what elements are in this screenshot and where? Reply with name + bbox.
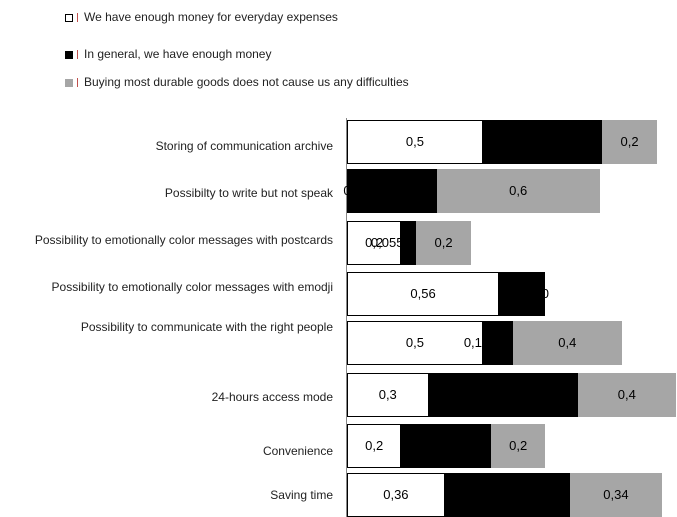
bar-segment [347,424,402,468]
category-label: Possibility to communicate with the righ… [80,319,333,334]
data-label: 0,33 [379,183,405,198]
data-label: 0,2 [434,235,453,250]
legend-label: We have enough money for everyday expens… [84,10,338,24]
bar-segment [347,373,429,417]
data-label: 0,2 [365,235,384,250]
bar-segment [436,169,600,213]
category-label: Convenience [262,443,333,458]
category-label: Possibility to emotionally color message… [51,279,333,294]
legend-swatch [65,51,73,59]
data-label: 0,55 [490,387,516,402]
bar-segment [416,221,471,265]
bar-segment [482,120,603,164]
legend-label: Buying most durable goods does not cause… [84,75,409,89]
category-label: Possibility to emotionally color message… [34,232,333,247]
bar-segment [490,424,546,468]
bar-segment [347,169,437,213]
data-label: 0 [541,286,549,301]
bar-segment [347,321,483,365]
bar-segment [602,120,657,164]
bar-segment [513,321,622,365]
data-label: 0,5 [405,134,424,149]
bar-segment [347,120,483,164]
data-label: 0,36 [383,487,409,502]
legend-separator [77,13,78,22]
data-label: 0,3 [378,387,397,402]
bar-segment [401,424,491,468]
bar-segment [401,221,417,265]
data-label: 0,6 [509,183,528,198]
data-label: 0,2 [365,438,384,453]
data-label: 0,34 [603,487,629,502]
data-label: 0,4 [617,387,636,402]
bar-segment [444,473,570,517]
data-label: 0,4 [558,335,577,350]
data-label: 0,56 [410,286,436,301]
bar-segment [347,272,500,316]
legend-separator [77,78,78,87]
legend-separator [77,50,78,59]
bar-segment [347,473,445,517]
data-label: 0,17 [509,286,535,301]
bar-segment [577,373,676,417]
bar-segment [347,221,402,265]
bar-segment [569,473,663,517]
data-label: 0,44 [529,134,556,149]
data-label: 0,2 [509,438,528,453]
bar-segment [482,321,513,365]
legend-label: In general, we have enough money [84,47,272,61]
category-label: Storing of communication archive [155,138,333,153]
data-label: 0,33 [433,438,459,453]
category-label: 24-hours access mode [211,389,333,404]
axis-line [346,118,347,517]
legend-swatch [65,79,73,87]
data-label: 0,2 [620,134,639,149]
category-label: Saving time [270,487,333,502]
bar-segment [499,272,546,316]
category-label: Possibilty to write but not speak [164,185,333,200]
bar-segment [428,373,578,417]
legend-swatch [65,14,73,22]
data-label: 0,46 [494,487,520,502]
data-label: 0,5 [405,335,424,350]
